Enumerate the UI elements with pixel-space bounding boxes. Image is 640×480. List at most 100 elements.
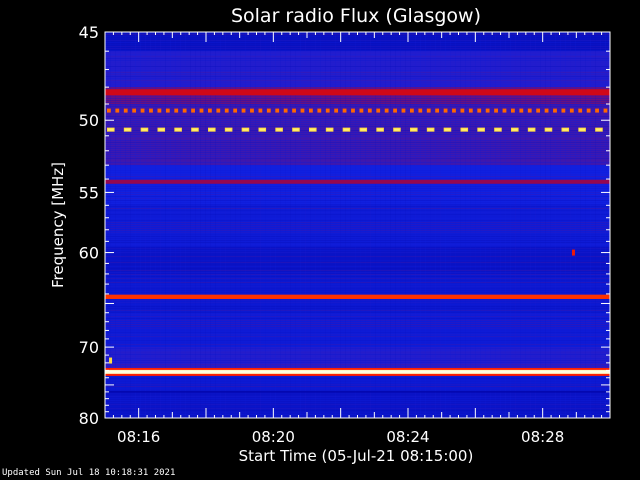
texture-row xyxy=(105,240,610,241)
texture-row xyxy=(105,352,610,353)
texture-row xyxy=(105,242,610,243)
texture-row xyxy=(105,290,610,291)
texture-row xyxy=(105,84,610,85)
texture-column xyxy=(275,32,276,418)
texture-row xyxy=(105,56,610,57)
texture-row xyxy=(105,70,610,71)
pulsed-line-core xyxy=(175,128,181,131)
texture-row xyxy=(105,68,610,69)
texture-column xyxy=(170,32,171,418)
pulsed-line-core xyxy=(360,128,367,131)
texture-row xyxy=(105,82,610,83)
texture-column xyxy=(445,32,446,418)
pulsed-line-segment xyxy=(292,108,296,113)
texture-row xyxy=(105,306,610,307)
pulsed-line-segment xyxy=(241,108,246,113)
pulsed-line-core xyxy=(377,128,383,131)
texture-row xyxy=(105,204,610,205)
texture-column xyxy=(270,32,271,418)
texture-column xyxy=(295,32,296,418)
pulsed-line-segment xyxy=(536,108,541,113)
pulsed-line-segment xyxy=(468,108,473,113)
texture-row xyxy=(105,112,610,113)
pulsed-line-core xyxy=(596,128,602,131)
texture-row xyxy=(105,134,610,135)
texture-column xyxy=(565,32,566,418)
pulsed-line-core xyxy=(326,128,333,131)
texture-row xyxy=(105,76,610,77)
pulsed-line-core xyxy=(158,128,165,131)
texture-row xyxy=(105,86,610,87)
texture-column xyxy=(480,32,481,418)
x-axis: 08:16 08:20 08:24 08:28 xyxy=(104,32,611,446)
texture-column xyxy=(130,32,131,418)
texture-column xyxy=(570,32,571,418)
texture-row xyxy=(105,378,610,379)
texture-row xyxy=(105,292,610,293)
texture-column xyxy=(575,32,576,418)
pulsed-line-core xyxy=(528,128,535,131)
texture-row xyxy=(105,262,610,263)
texture-column xyxy=(485,32,486,418)
texture-row xyxy=(105,36,610,37)
texture-row xyxy=(105,354,610,355)
pulsed-line-segment xyxy=(283,108,288,113)
texture-column xyxy=(430,32,431,418)
pulsed-line-segment xyxy=(174,108,179,113)
pulsed-line-segment xyxy=(317,108,322,113)
texture-column xyxy=(545,32,546,418)
texture-column xyxy=(450,32,451,418)
pulsed-line-segment xyxy=(511,108,515,113)
pulsed-line-segment xyxy=(443,108,448,113)
texture-column xyxy=(425,32,426,418)
texture-row xyxy=(105,406,610,407)
texture-column xyxy=(435,32,436,418)
pulsed-line-segment xyxy=(107,108,111,113)
texture-row xyxy=(105,344,610,345)
texture-row xyxy=(105,66,610,67)
texture-column xyxy=(240,32,241,418)
texture-row xyxy=(105,234,610,235)
texture-column xyxy=(400,32,401,418)
texture-row xyxy=(105,264,610,265)
texture-row xyxy=(105,132,610,133)
texture-row xyxy=(105,148,610,149)
burst-point xyxy=(571,249,575,256)
pulsed-line-segment xyxy=(233,108,238,113)
texture-row xyxy=(105,402,610,403)
texture-row xyxy=(105,130,610,131)
texture-column xyxy=(310,32,311,418)
texture-row xyxy=(105,288,610,289)
texture-row xyxy=(105,138,610,139)
texture-row xyxy=(105,396,610,397)
texture-column xyxy=(475,32,476,418)
pulsed-line-core xyxy=(512,128,518,131)
texture-row xyxy=(105,304,610,305)
pulsed-line-core xyxy=(293,128,299,131)
texture-row xyxy=(105,376,610,377)
texture-row xyxy=(105,282,610,283)
texture-column xyxy=(560,32,561,418)
texture-row xyxy=(105,38,610,39)
texture-row xyxy=(105,346,610,347)
y-tick-label: 50 xyxy=(79,111,99,130)
texture-row xyxy=(105,140,610,141)
pulsed-line-segment xyxy=(342,108,347,113)
texture-column xyxy=(550,32,551,418)
texture-row xyxy=(105,412,610,413)
background-band xyxy=(105,247,610,274)
pulsed-line-core xyxy=(276,128,282,131)
pulsed-line-segment xyxy=(334,108,339,113)
texture-row xyxy=(105,100,610,101)
texture-row xyxy=(105,270,610,271)
texture-row xyxy=(105,146,610,147)
texture-row xyxy=(105,244,610,245)
texture-row xyxy=(105,254,610,255)
texture-column xyxy=(500,32,501,418)
texture-row xyxy=(105,230,610,231)
texture-row xyxy=(105,394,610,395)
updated-timestamp: Updated Sun Jul 18 10:18:31 2021 xyxy=(2,468,176,478)
pulsed-line-core xyxy=(579,128,585,131)
pulsed-line-segment xyxy=(384,108,389,113)
pulsed-line-segment xyxy=(603,108,608,113)
